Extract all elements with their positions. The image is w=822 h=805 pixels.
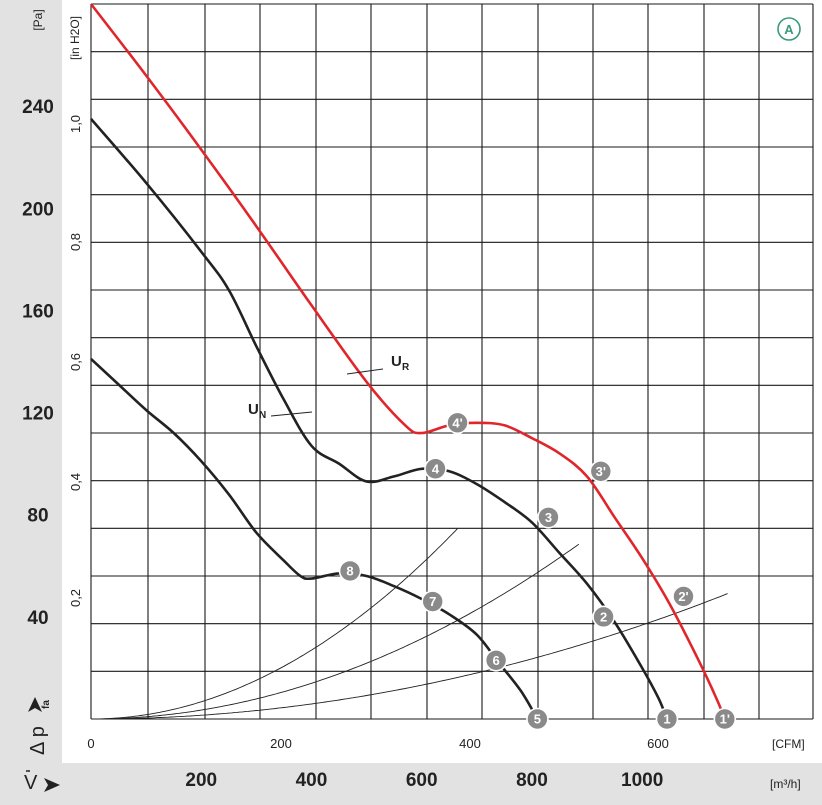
curve-set-badge-label: A: [784, 22, 794, 37]
operating-point-marker: [713, 707, 737, 731]
system-curve: [91, 543, 580, 720]
curve-label-subscript: R: [402, 362, 410, 373]
curve-label-leader: [270, 411, 313, 417]
y-tick-pa: 80: [27, 506, 48, 527]
y-tick-pa: 40: [27, 608, 48, 629]
operating-point-marker: [589, 460, 613, 483]
curve-set-badge: [777, 17, 801, 41]
curve-label-leader: [346, 368, 384, 375]
operating-point-marker: [421, 590, 445, 613]
curve-label: U: [391, 353, 402, 370]
x-tick-cfm: 0: [87, 736, 94, 751]
x-tick-cfm: 600: [647, 736, 669, 751]
x-unit-cfm: [CFM]: [772, 737, 805, 751]
operating-point-label: 6: [492, 653, 499, 668]
operating-point-marker: [446, 411, 469, 435]
operating-point-label: 1': [720, 712, 730, 727]
y-tick-pa: 240: [22, 97, 54, 118]
x-unit-m3h: [m³/h]: [770, 777, 801, 791]
series-line-low: [90, 357, 539, 720]
y-unit-pa: [Pa]: [31, 9, 45, 30]
series-line-u-r: [89, 3, 727, 720]
x-tick-m3h: 600: [406, 770, 438, 791]
labels-layer: 40 80 120 160 200 240 0,2 0,4 0,6 0,8 1,0 0 200 400 60…: [22, 97, 669, 791]
y-tick-pa: 160: [22, 301, 54, 322]
curve-label-subscript: N: [259, 410, 266, 421]
y-tick-pa: 120: [22, 404, 54, 425]
y-tick-inh2o: 0,6: [68, 353, 83, 371]
x-axis-arrow-icon: [44, 778, 60, 792]
operating-point-marker: [592, 605, 615, 629]
x-tick-cfm: 200: [270, 736, 292, 751]
x-tick-m3h: 800: [516, 770, 548, 791]
y-tick-inh2o: 0,8: [68, 233, 83, 251]
operating-point-label: 1: [663, 712, 670, 727]
operating-point-label: 3: [545, 510, 552, 525]
operating-point-label: 4: [432, 461, 440, 476]
operating-point-marker: [484, 648, 508, 672]
grid: [90, 3, 814, 720]
y-axis-symbol: Δ p: [27, 726, 49, 755]
operating-point-label: 2: [600, 609, 607, 624]
plot-background: [62, 0, 822, 763]
y-axis-arrow-icon: [28, 697, 42, 712]
operating-point-marker: [655, 707, 679, 731]
y-tick-pa: 200: [22, 199, 54, 220]
operating-point-label: 5: [534, 712, 541, 727]
operating-point-label: 3': [596, 464, 606, 479]
y-axis-subscript: fa: [41, 700, 52, 709]
y-axis-label: Δ p fa: [27, 700, 52, 755]
left-axis-panel: [0, 0, 62, 763]
x-axis-symbol: V: [24, 772, 38, 794]
x-tick-m3h: 400: [296, 770, 328, 791]
x-tick-m3h: 1000: [621, 770, 663, 791]
operating-point-label: 8: [346, 563, 353, 578]
markers-layer: 1 2 3 4 5 6 7 8 1' 2' 3' 4': [338, 411, 737, 731]
curve-label: U: [248, 401, 259, 418]
bottom-axis-panel: [0, 763, 822, 805]
operating-point-marker: [537, 505, 560, 529]
y-tick-inh2o: 0,2: [68, 589, 83, 607]
operating-point-label: 7: [429, 594, 436, 609]
y-tick-inh2o: 1,0: [68, 115, 83, 133]
x-tick-m3h: 200: [185, 770, 217, 791]
y-unit-inh2o: [in H2O]: [68, 16, 82, 60]
operating-point-marker: [672, 585, 695, 608]
y-tick-inh2o: 0,4: [68, 473, 83, 491]
operating-point-label: 2': [678, 589, 688, 604]
operating-point-label: 4': [452, 415, 462, 430]
operating-point-marker: [526, 707, 549, 731]
operating-point-marker: [338, 559, 362, 583]
operating-point-marker: [424, 457, 447, 481]
x-tick-cfm: 400: [459, 736, 481, 751]
